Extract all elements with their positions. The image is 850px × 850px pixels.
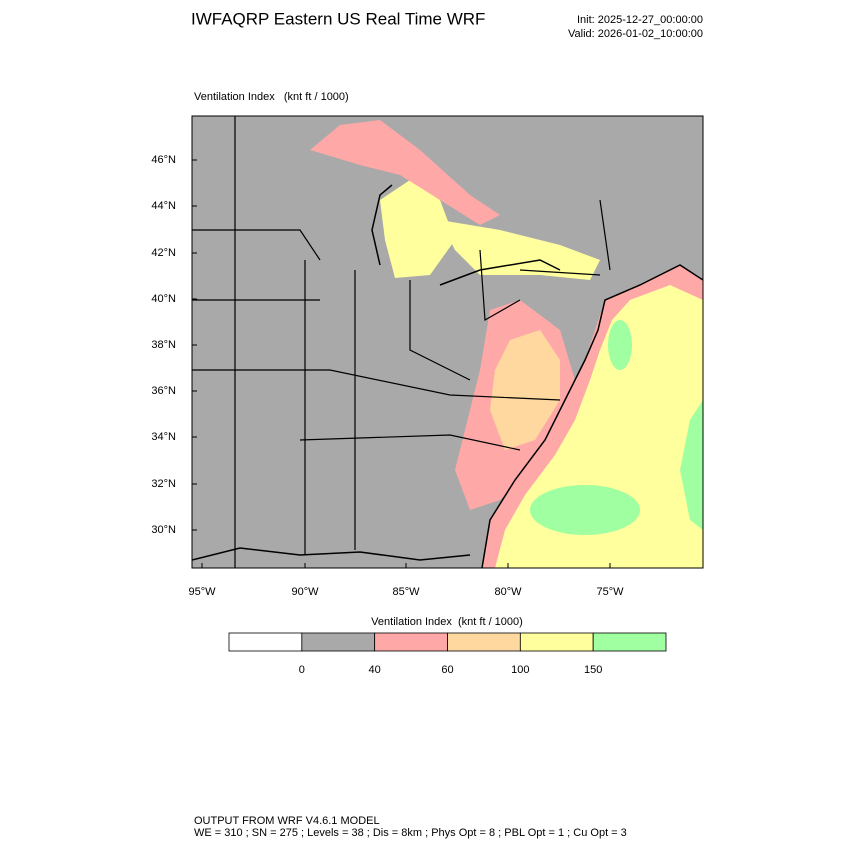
lat-label: 38°N	[151, 339, 176, 351]
lat-label: 36°N	[151, 385, 176, 397]
footer-line: WE = 310 ; SN = 275 ; Levels = 38 ; Dis …	[194, 827, 627, 839]
gulf	[192, 548, 480, 568]
coastline	[481, 264, 703, 568]
upper-lakes	[310, 120, 500, 225]
lake-erie	[439, 259, 561, 286]
lat-label: 30°N	[151, 524, 176, 536]
init-time: Init: 2025-12-27_00:00:00	[577, 14, 703, 26]
valid-time: Valid: 2026-01-02_10:00:00	[568, 28, 703, 40]
lower-lakes	[440, 220, 600, 280]
title: IWFAQRP Eastern US Real Time WRF	[191, 9, 485, 28]
map-frame	[191, 115, 704, 569]
michigan	[380, 180, 455, 278]
colorbar-box	[447, 632, 521, 652]
lat-label: 42°N	[151, 247, 176, 259]
colorbar-label: 150	[584, 664, 602, 676]
colorbar-box	[228, 632, 303, 652]
footer-line: OUTPUT FROM WRF V4.6.1 MODEL	[194, 815, 380, 827]
colorbar-title: Ventilation Index (knt ft / 1000)	[371, 616, 523, 628]
lat-label: 40°N	[151, 293, 176, 305]
lat-label: 44°N	[151, 200, 176, 212]
lat-label: 34°N	[151, 431, 176, 443]
lon-label: 95°W	[188, 586, 216, 598]
colorbar-label: 40	[369, 664, 381, 676]
lat-label: 32°N	[151, 478, 176, 490]
colorbar-label: 60	[441, 664, 453, 676]
lon-label: 80°W	[494, 586, 522, 598]
colorbar-label: 100	[511, 664, 529, 676]
lat-label: 46°N	[151, 154, 176, 166]
colorbar	[228, 632, 667, 652]
lake-michigan	[371, 184, 393, 266]
colorbar-box	[374, 632, 448, 652]
lon-label: 75°W	[596, 586, 624, 598]
colorbar-box	[301, 632, 376, 652]
map-label: Ventilation Index (knt ft / 1000)	[194, 91, 349, 103]
ocean-green	[530, 485, 640, 535]
map	[191, 115, 704, 569]
lon-label: 90°W	[291, 586, 319, 598]
colorbar-label: 0	[299, 664, 305, 676]
colorbar-box	[592, 632, 667, 652]
colorbar-box	[519, 632, 594, 652]
ocean-green	[608, 320, 632, 370]
state-borders	[192, 116, 611, 568]
lon-label: 85°W	[392, 586, 420, 598]
land-orange	[490, 330, 560, 450]
ocean-green	[680, 400, 703, 530]
gulf-coast	[192, 547, 471, 561]
